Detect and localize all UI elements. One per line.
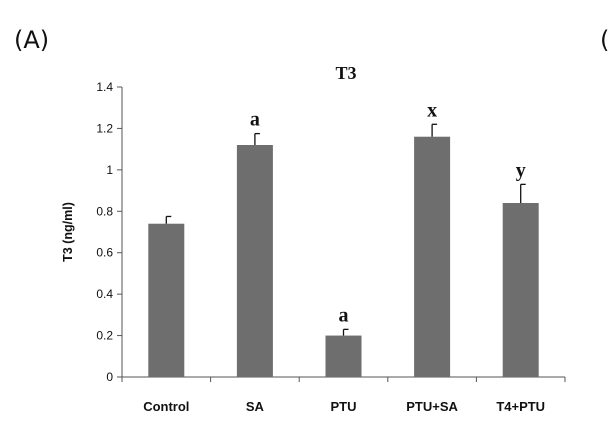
significance-label-2: a [339, 304, 349, 326]
bar-2 [326, 336, 362, 377]
y-tick-label-5: 1 [106, 163, 113, 177]
x-category-label-4: T4+PTU [496, 399, 545, 414]
y-tick-label-4: 0.8 [96, 204, 113, 218]
bar-0 [148, 224, 184, 377]
y-tick-label-3: 0.6 [96, 246, 113, 260]
significance-label-4: y [516, 159, 526, 181]
x-category-label-2: PTU [331, 399, 357, 414]
bar-chart: T3 T3 (ng/ml) 0 0.2 0.4 0.6 0.8 1 1.2 1.4 Contro… [0, 0, 613, 443]
x-category-label-1: SA [246, 399, 265, 414]
significance-label-1: a [250, 109, 260, 131]
bar-4 [503, 203, 539, 377]
y-tick-label-0: 0 [106, 370, 113, 384]
bar-3 [414, 137, 450, 377]
bar-1 [237, 145, 273, 377]
y-tick-label-1: 0.2 [96, 329, 113, 343]
y-tick-label-7: 1.4 [96, 80, 113, 94]
significance-label-3: x [427, 99, 437, 121]
x-category-label-0: Control [143, 399, 189, 414]
plot-area: 0 0.2 0.4 0.6 0.8 1 1.2 1.4 Control SA a PTU a PTU+SA… [96, 80, 565, 414]
chart-title: T3 [335, 63, 356, 83]
x-category-label-3: PTU+SA [406, 399, 458, 414]
y-tick-label-6: 1.2 [96, 121, 113, 135]
y-axis-label: T3 (ng/ml) [61, 202, 75, 262]
y-tick-label-2: 0.4 [96, 287, 113, 301]
